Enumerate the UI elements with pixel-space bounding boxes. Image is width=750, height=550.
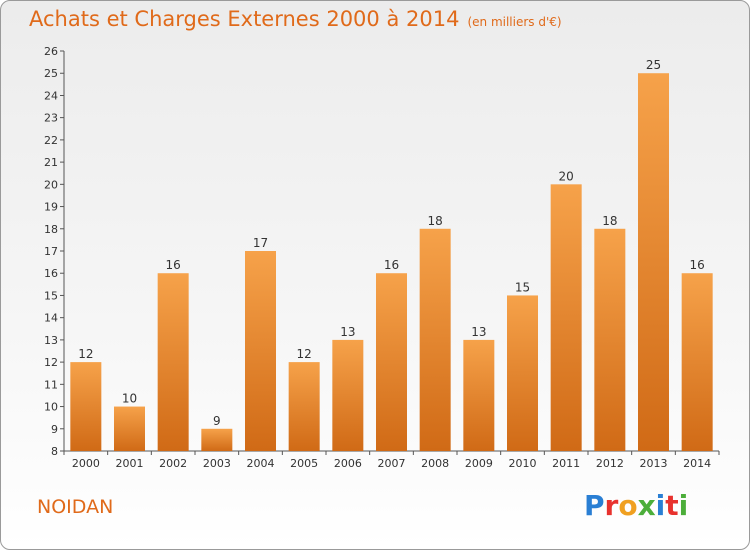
y-tick-label: 15 xyxy=(44,289,58,302)
bar xyxy=(245,251,276,451)
bar xyxy=(376,273,407,451)
y-tick-label: 17 xyxy=(44,245,58,258)
chart-unit-note: (en milliers d'€) xyxy=(467,15,562,29)
bar-value-label: 16 xyxy=(384,258,399,272)
x-tick-label: 2001 xyxy=(116,457,144,470)
x-tick-label: 2014 xyxy=(683,457,711,470)
logo-letter: i xyxy=(655,489,666,522)
bar-value-label: 16 xyxy=(690,258,705,272)
y-tick-label: 22 xyxy=(44,134,58,147)
y-tick-label: 25 xyxy=(44,67,58,80)
x-tick-label: 2000 xyxy=(72,457,100,470)
bar-value-label: 12 xyxy=(297,347,312,361)
bar-value-label: 25 xyxy=(646,58,661,72)
logo-letter: P xyxy=(584,489,605,522)
y-tick-label: 11 xyxy=(44,378,58,391)
y-tick-label: 9 xyxy=(51,423,58,436)
y-tick-label: 23 xyxy=(44,112,58,125)
commune-name: NOIDAN xyxy=(37,496,114,518)
bar-value-label: 18 xyxy=(602,214,617,228)
x-tick-label: 2007 xyxy=(378,457,406,470)
chart-title-text: Achats et Charges Externes 2000 à 2014 xyxy=(29,7,460,31)
x-tick-label: 2004 xyxy=(247,457,275,470)
y-tick-label: 12 xyxy=(44,356,58,369)
x-tick-label: 2008 xyxy=(421,457,449,470)
bar-value-label: 12 xyxy=(78,347,93,361)
bar-value-label: 17 xyxy=(253,236,268,250)
bar-value-label: 9 xyxy=(213,414,221,428)
y-tick-label: 20 xyxy=(44,178,58,191)
y-tick-label: 14 xyxy=(44,312,58,325)
bar-value-label: 13 xyxy=(471,325,486,339)
y-tick-label: 16 xyxy=(44,267,58,280)
y-tick-label: 8 xyxy=(51,445,58,458)
bar-value-label: 13 xyxy=(340,325,355,339)
bar xyxy=(114,406,145,451)
x-tick-label: 2010 xyxy=(509,457,537,470)
y-tick-label: 21 xyxy=(44,156,58,169)
bar-value-label: 16 xyxy=(166,258,181,272)
bar xyxy=(157,273,189,451)
x-tick-label: 2013 xyxy=(640,457,668,470)
x-tick-label: 2012 xyxy=(596,457,624,470)
y-tick-label: 10 xyxy=(44,401,58,414)
x-tick-label: 2011 xyxy=(552,457,580,470)
x-tick-label: 2003 xyxy=(203,457,231,470)
bar xyxy=(70,362,102,451)
logo-letter: r xyxy=(604,489,619,522)
bar xyxy=(638,73,669,451)
y-tick-label: 18 xyxy=(44,223,58,236)
x-tick-label: 2009 xyxy=(465,457,493,470)
bar-value-label: 20 xyxy=(559,169,574,183)
x-tick-label: 2002 xyxy=(159,457,187,470)
bar xyxy=(681,273,713,451)
logo-letter: t xyxy=(665,489,679,522)
bar xyxy=(463,339,495,451)
bar xyxy=(550,184,582,452)
proxiti-logo: Proxiti xyxy=(584,489,688,522)
bar xyxy=(594,228,626,451)
logo-letter: o xyxy=(618,489,638,522)
bar xyxy=(201,428,233,451)
bar-value-label: 18 xyxy=(428,214,443,228)
bar xyxy=(288,362,320,451)
logo-letter: x xyxy=(637,489,656,522)
bar-value-label: 10 xyxy=(122,392,137,406)
bar xyxy=(419,228,451,451)
x-tick-label: 2006 xyxy=(334,457,362,470)
bar-value-label: 15 xyxy=(515,280,530,294)
chart-title: Achats et Charges Externes 2000 à 2014 (e… xyxy=(29,7,562,31)
y-tick-label: 26 xyxy=(44,45,58,58)
x-tick-label: 2005 xyxy=(290,457,318,470)
y-tick-label: 24 xyxy=(44,89,58,102)
y-tick-label: 13 xyxy=(44,334,58,347)
bar xyxy=(332,339,364,451)
y-tick-label: 19 xyxy=(44,201,58,214)
bar xyxy=(507,295,538,451)
logo-letter: i xyxy=(678,489,689,522)
